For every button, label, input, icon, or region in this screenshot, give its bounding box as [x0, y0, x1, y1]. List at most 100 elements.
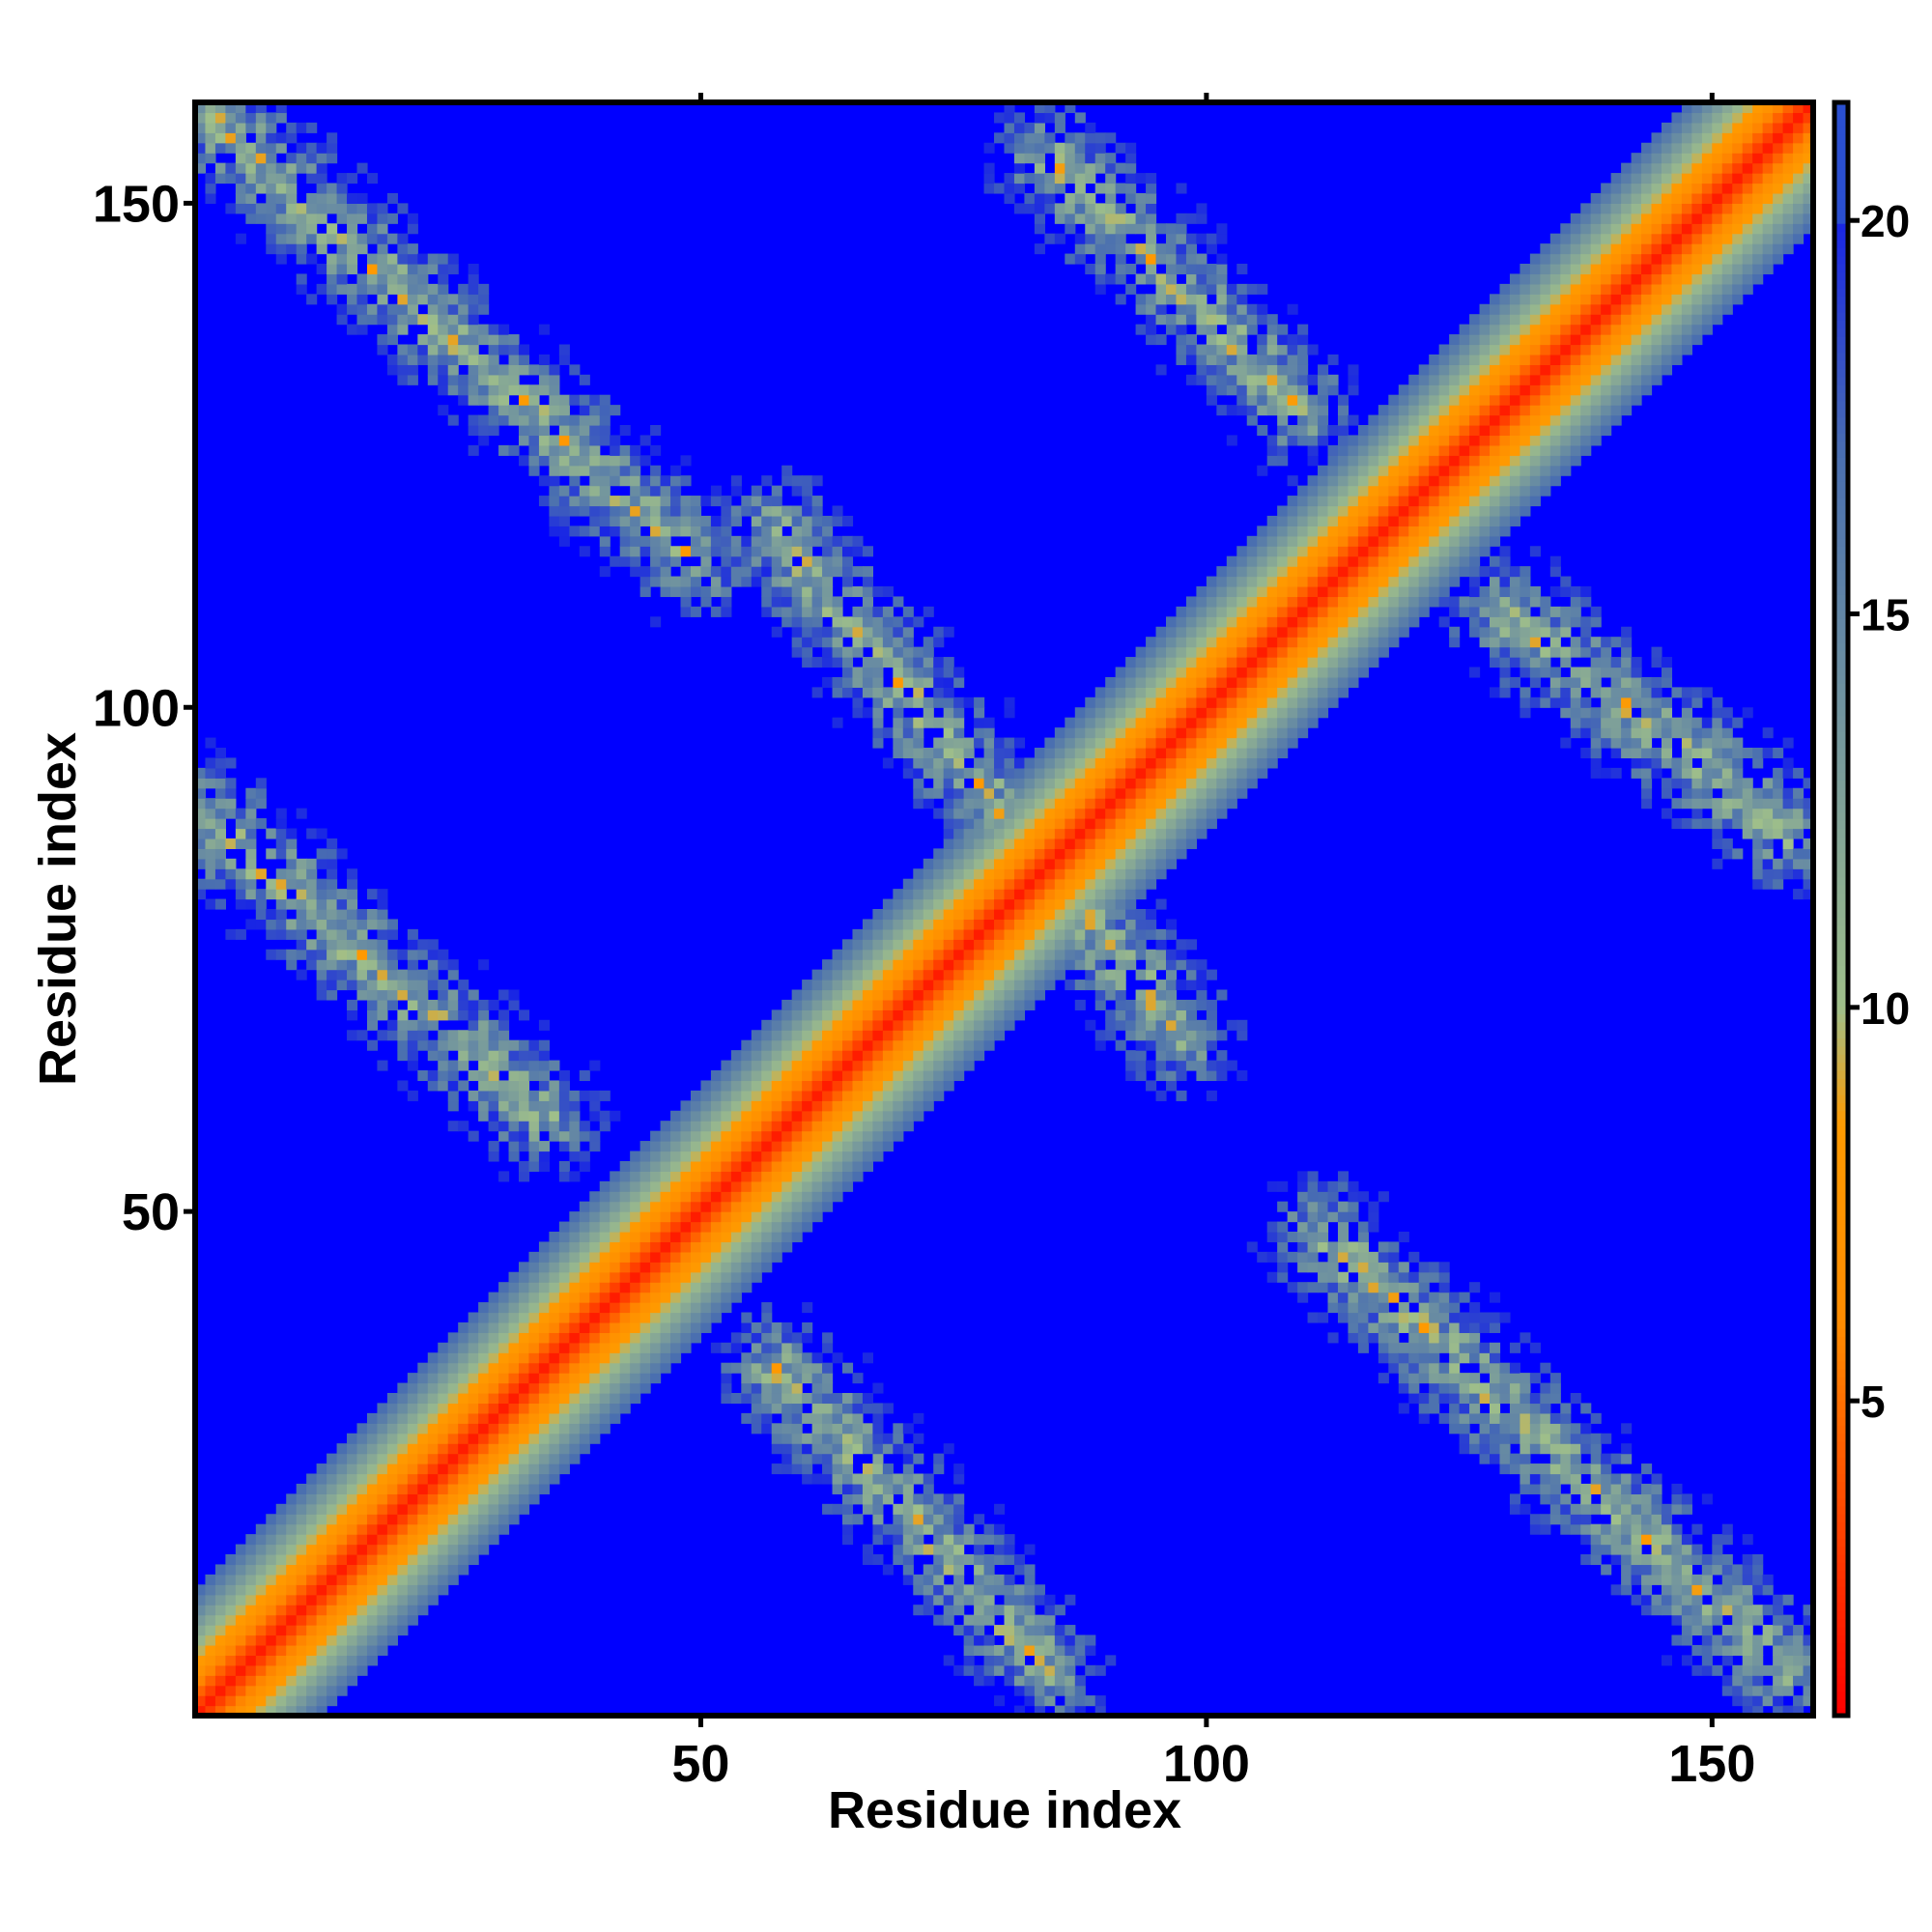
heatmap-cell	[296, 243, 307, 255]
heatmap-cell	[579, 1232, 590, 1243]
heatmap-cell	[953, 1625, 965, 1636]
heatmap-cell	[397, 264, 409, 275]
heatmap-cell	[195, 1675, 207, 1687]
heatmap-cell	[1125, 939, 1137, 951]
heatmap-cell	[1004, 889, 1015, 900]
heatmap-cell	[771, 576, 782, 587]
heatmap-cell	[558, 1433, 570, 1444]
heatmap-cell	[619, 1362, 631, 1374]
heatmap-cell	[802, 1171, 813, 1182]
heatmap-cell	[407, 928, 418, 940]
heatmap-cell	[1074, 818, 1086, 830]
heatmap-cell	[1196, 737, 1208, 749]
heatmap-cell	[943, 1030, 954, 1041]
heatmap-cell	[386, 1412, 398, 1424]
heatmap-cell	[862, 1080, 874, 1092]
heatmap-cell	[852, 667, 864, 678]
heatmap-cell	[589, 1403, 601, 1414]
heatmap-cell	[427, 969, 439, 980]
heatmap-cell	[700, 1302, 712, 1314]
heatmap-cell	[468, 414, 479, 426]
heatmap-cell	[356, 1473, 368, 1485]
heatmap-cell	[336, 1655, 348, 1666]
heatmap-cell	[599, 465, 611, 476]
heatmap-cell	[316, 1493, 327, 1505]
heatmap-cell	[386, 1634, 398, 1646]
heatmap-cell	[953, 1534, 965, 1546]
heatmap-cell	[963, 798, 975, 810]
heatmap-cell	[1094, 264, 1106, 275]
heatmap-cell	[994, 757, 1006, 769]
heatmap-cell	[832, 1080, 843, 1092]
heatmap-cell	[386, 354, 398, 365]
heatmap-cell	[306, 959, 318, 971]
heatmap-cell	[670, 1141, 682, 1152]
heatmap-cell	[730, 1342, 742, 1353]
heatmap-cell	[842, 989, 854, 1001]
heatmap-cell	[1216, 1070, 1228, 1082]
heatmap-cell	[1185, 767, 1198, 779]
heatmap-cell	[519, 1332, 530, 1344]
heatmap-cell	[347, 173, 358, 185]
heatmap-cell	[781, 1241, 793, 1253]
heatmap-cell	[781, 596, 793, 608]
heatmap-cell	[1226, 707, 1237, 719]
heatmap-cell	[1115, 748, 1126, 759]
heatmap-cell	[1236, 616, 1248, 628]
heatmap-cell	[963, 737, 975, 749]
heatmap-cell	[781, 1050, 793, 1062]
heatmap-cell	[447, 303, 459, 315]
heatmap-cell	[478, 374, 490, 385]
heatmap-cell	[356, 1030, 368, 1041]
heatmap-cell	[266, 1605, 277, 1616]
heatmap-cell	[397, 1473, 409, 1485]
heatmap-cell	[1004, 1634, 1015, 1646]
heatmap-cell	[478, 1503, 490, 1515]
heatmap-cell	[427, 1009, 439, 1021]
heatmap-cell	[902, 696, 914, 708]
heatmap-cell	[519, 1060, 530, 1071]
heatmap-cell	[214, 1655, 227, 1666]
heatmap-cell	[710, 1201, 722, 1212]
heatmap-cell	[1185, 334, 1198, 346]
heatmap-cell	[286, 1503, 298, 1515]
heatmap-cell	[1085, 233, 1096, 244]
heatmap-cell	[893, 969, 904, 980]
heatmap-cell	[630, 444, 641, 456]
heatmap-cell	[1105, 223, 1117, 235]
heatmap-cell	[1216, 223, 1228, 235]
heatmap-cell	[549, 1382, 560, 1394]
heatmap-cell	[1216, 757, 1228, 769]
heatmap-cell	[427, 1423, 439, 1435]
heatmap-cell	[893, 1473, 904, 1485]
heatmap-cell	[1054, 142, 1065, 154]
heatmap-cell	[832, 1423, 843, 1435]
heatmap-cell	[882, 1433, 894, 1444]
heatmap-cell	[1013, 1664, 1026, 1676]
heatmap-cell	[407, 1443, 418, 1455]
heatmap-cell	[225, 1644, 237, 1656]
heatmap-cell	[1094, 909, 1106, 921]
heatmap-cell	[397, 273, 409, 285]
heatmap-cell	[427, 264, 439, 275]
heatmap-cell	[670, 1241, 682, 1253]
heatmap-cell	[478, 1342, 490, 1353]
heatmap-cell	[397, 324, 409, 335]
heatmap-cell	[427, 1403, 439, 1414]
heatmap-cell	[336, 959, 348, 971]
heatmap-cell	[781, 1321, 793, 1333]
heatmap-cell	[983, 1584, 995, 1596]
heatmap-cell	[1135, 657, 1147, 668]
heatmap-cell	[336, 303, 348, 315]
heatmap-cell	[1044, 889, 1056, 900]
heatmap-cell	[953, 727, 965, 739]
heatmap-cell	[1236, 1019, 1248, 1031]
heatmap-cell	[255, 1634, 267, 1646]
heatmap-cell	[235, 838, 246, 849]
heatmap-cell	[1236, 787, 1248, 799]
heatmap-cell	[225, 1705, 237, 1717]
heatmap-cell	[447, 374, 459, 385]
heatmap-cell	[741, 1090, 753, 1101]
heatmap-cell	[943, 1039, 954, 1051]
heatmap-cell	[923, 757, 934, 769]
